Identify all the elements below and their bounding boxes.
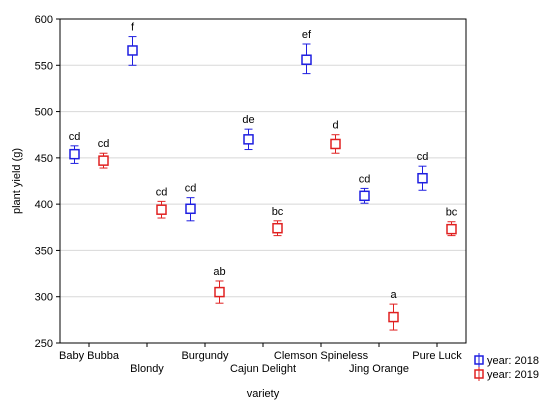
significance-letter: cd <box>98 138 110 150</box>
plot-frame <box>59 18 467 344</box>
x-tick-label: Pure Luck <box>412 350 462 362</box>
series-year-2018: cd f cd de ef cd cd <box>69 22 429 222</box>
y-tick-label: 600 <box>35 14 53 26</box>
data-point <box>127 45 138 56</box>
data-series: cd f cd de ef cd cd cd cd ab bc d a bc <box>69 22 458 331</box>
series-year-2019: cd cd ab bc d a bc <box>98 120 458 331</box>
gridlines <box>60 64 466 298</box>
x-tick-label: Jing Orange <box>349 363 409 375</box>
x-tick-label: Blondy <box>130 363 164 375</box>
y-tick-label: 300 <box>35 292 53 304</box>
data-point <box>388 311 399 323</box>
y-tick-label: 400 <box>35 199 53 211</box>
y-tick-label: 450 <box>35 153 53 165</box>
significance-letter: cd <box>359 173 371 185</box>
significance-letter: f <box>131 22 135 34</box>
significance-letter: cd <box>69 131 81 143</box>
legend-item: year: 2019 <box>474 367 539 381</box>
significance-letter: ab <box>213 266 225 278</box>
y-tick-label: 350 <box>35 245 53 257</box>
significance-letter: a <box>390 289 397 301</box>
y-tick-label: 500 <box>35 107 53 119</box>
data-point <box>446 223 457 235</box>
legend-label: year: 2018 <box>487 355 539 367</box>
significance-letter: cd <box>417 151 429 163</box>
data-point <box>214 286 225 298</box>
x-tick-label: Clemson Spineless <box>274 350 369 362</box>
data-point <box>417 172 428 184</box>
legend-label: year: 2019 <box>487 369 539 381</box>
significance-letter: ef <box>302 29 312 41</box>
data-point <box>243 134 254 145</box>
significance-letter: d <box>332 120 338 132</box>
data-point <box>69 148 80 160</box>
data-point <box>272 222 283 234</box>
y-axis: 250 300 350 400 450 500 550 600 <box>35 14 60 350</box>
data-point <box>156 204 167 215</box>
significance-letter: bc <box>446 207 458 219</box>
legend-item: year: 2018 <box>474 353 539 367</box>
significance-letter: bc <box>272 206 284 218</box>
data-point <box>98 155 109 166</box>
data-point <box>301 54 312 65</box>
significance-letter: cd <box>185 183 197 195</box>
significance-letter: de <box>242 114 254 126</box>
y-axis-title: plant yield (g) <box>11 148 23 214</box>
y-tick-label: 250 <box>35 338 53 350</box>
x-axis-title: variety <box>247 388 280 400</box>
data-point <box>359 190 370 202</box>
legend: year: 2018 year: 2019 <box>474 353 539 381</box>
x-tick-label: Baby Bubba <box>59 350 120 362</box>
data-point <box>185 203 196 215</box>
significance-letter: cd <box>156 186 168 198</box>
x-tick-label: Cajun Delight <box>230 363 296 375</box>
x-tick-label: Burgundy <box>181 350 229 362</box>
data-point <box>330 138 341 150</box>
y-tick-label: 550 <box>35 60 53 72</box>
